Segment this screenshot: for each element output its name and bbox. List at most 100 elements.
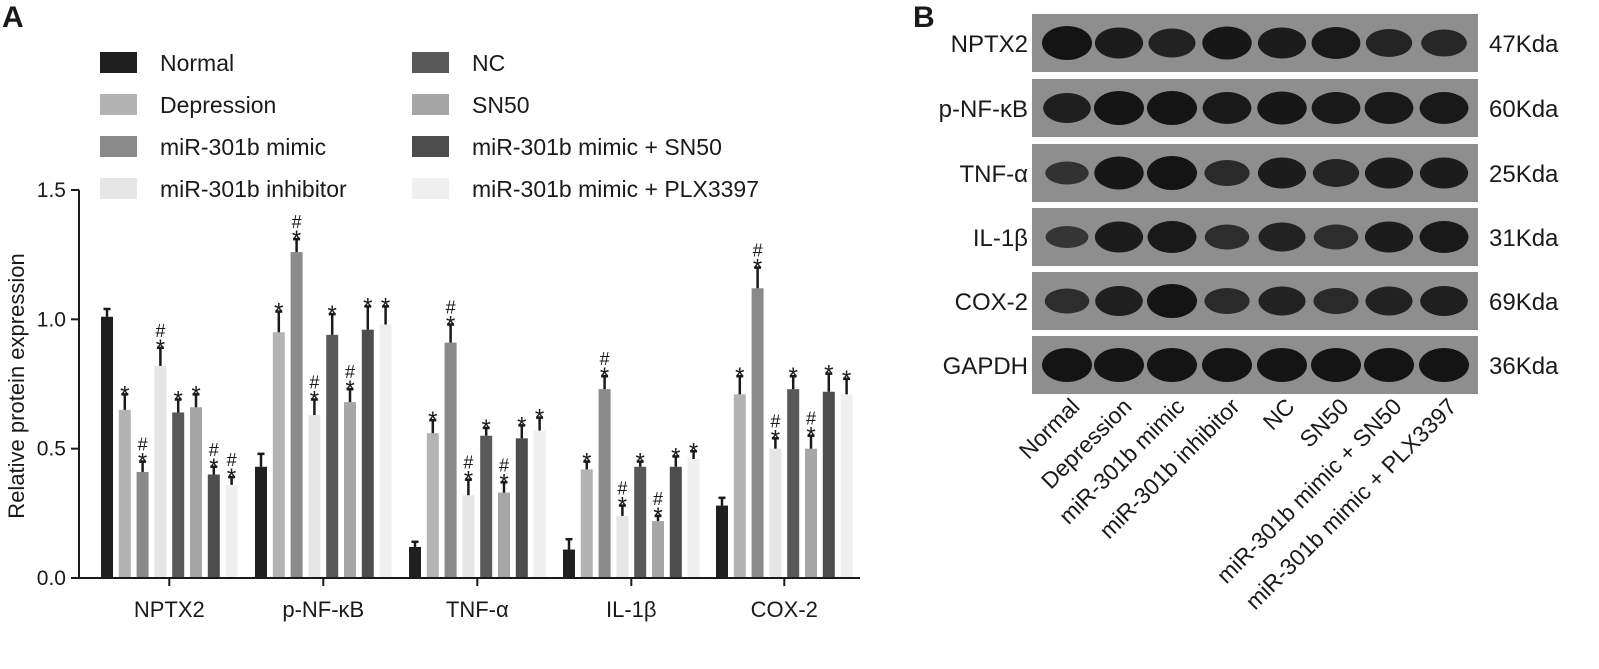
significance-star: * <box>209 454 218 481</box>
significance-hash: # <box>753 241 763 261</box>
significance-hash: # <box>617 479 627 499</box>
bar <box>462 495 475 578</box>
blot-band <box>1364 92 1414 124</box>
significance-hash: # <box>209 440 219 460</box>
bar <box>101 316 113 578</box>
blot-band <box>1419 157 1469 189</box>
bar <box>769 448 782 578</box>
significance-star: * <box>600 363 609 390</box>
x-tick-label: TNF-α <box>446 597 509 622</box>
bar <box>840 394 853 578</box>
blot-band <box>1202 26 1252 60</box>
bar <box>652 521 664 578</box>
bar <box>225 484 238 578</box>
blot-band <box>1364 221 1414 253</box>
bar <box>598 389 611 578</box>
legend-label: NC <box>472 50 505 76</box>
blot-row-label: COX-2 <box>955 289 1028 316</box>
blot-band <box>1202 92 1252 124</box>
bar <box>255 466 267 578</box>
y-tick-label: 1.5 <box>37 179 66 202</box>
bar <box>118 409 131 578</box>
blot-size-label: 31Kda <box>1489 225 1559 252</box>
bar <box>409 546 421 578</box>
blot-band <box>1204 160 1250 186</box>
significance-star: * <box>446 312 455 339</box>
blot-band <box>1419 92 1469 124</box>
blot-band <box>1148 28 1196 58</box>
blot-band <box>1147 91 1197 125</box>
blot-band <box>1094 156 1144 190</box>
legend-swatch <box>100 52 137 73</box>
significance-hash: # <box>463 453 473 473</box>
legend-label: Depression <box>160 92 276 118</box>
x-axis: NPTX2 p-NF-κB TNF-α IL-1β COX-2 <box>79 577 860 622</box>
blot-band <box>1094 221 1144 253</box>
bar <box>361 329 374 578</box>
significance-star: * <box>789 363 798 390</box>
blot-row-label: TNF-α <box>959 161 1028 188</box>
significance-hash: # <box>345 362 355 382</box>
blot-band <box>1364 157 1414 189</box>
blot-band <box>1257 157 1307 189</box>
significance-star: * <box>363 293 372 320</box>
bar <box>480 435 493 578</box>
bar <box>344 402 356 578</box>
significance-star: * <box>618 493 627 520</box>
blot-size-label: 25Kda <box>1489 161 1559 188</box>
significance-star: * <box>771 425 780 452</box>
blot-band <box>1311 348 1361 382</box>
significance-star: * <box>381 293 390 320</box>
blot-band <box>1045 161 1089 185</box>
legend-swatch <box>412 52 449 73</box>
legend-swatch <box>412 178 449 199</box>
significance-star: * <box>842 366 851 393</box>
bar <box>444 342 457 578</box>
legend-label: SN50 <box>472 92 530 118</box>
blot-band <box>1094 91 1144 125</box>
blot-band <box>1421 29 1467 57</box>
bar <box>207 474 220 578</box>
bar <box>822 391 835 578</box>
blot-row-label: NPTX2 <box>951 31 1028 58</box>
western-blot: NPTX2 47Kda p-NF-κB 60Kda TNF-α 25Kda IL-1β 31K… <box>939 14 1559 614</box>
significance-hash: # <box>446 298 456 318</box>
bar <box>687 459 700 578</box>
blot-band <box>1147 348 1197 382</box>
blot-size-label: 36Kda <box>1489 353 1559 380</box>
significance-star: * <box>292 226 301 253</box>
significance-star: * <box>464 467 473 494</box>
significance-hash: # <box>138 435 148 455</box>
significance-star: * <box>499 469 508 496</box>
blot-band <box>1419 348 1469 382</box>
blot-band <box>1204 224 1250 250</box>
significance-hash: # <box>770 411 780 431</box>
bar <box>136 471 149 578</box>
significance-hash: # <box>653 489 663 509</box>
bar <box>426 433 439 578</box>
significance-star: * <box>310 387 319 414</box>
significance-star: * <box>653 503 662 530</box>
significance-star: * <box>535 405 544 432</box>
blot-size-label: 60Kda <box>1489 96 1559 123</box>
y-tick-label: 0.0 <box>37 567 66 590</box>
significance-star: * <box>806 423 815 450</box>
significance-star: * <box>582 449 591 476</box>
significance-star: * <box>689 438 698 465</box>
significance-star: * <box>328 301 337 328</box>
x-tick-label: NPTX2 <box>134 597 205 622</box>
significance-star: * <box>191 381 200 408</box>
significance-star: * <box>428 407 437 434</box>
legend-swatch <box>100 94 137 115</box>
bar <box>716 505 728 578</box>
bar <box>805 448 817 578</box>
significance-star: * <box>735 363 744 390</box>
blot-size-label: 69Kda <box>1489 289 1559 316</box>
bar <box>172 412 185 578</box>
significance-star: * <box>138 449 147 476</box>
bar <box>669 466 682 578</box>
bar-series: **#*#* **#*#**#*#**#* ***#*#**#* ***#*#**#*… <box>101 212 853 578</box>
significance-star: * <box>482 415 491 442</box>
bar <box>290 252 303 578</box>
blot-band <box>1365 29 1413 57</box>
